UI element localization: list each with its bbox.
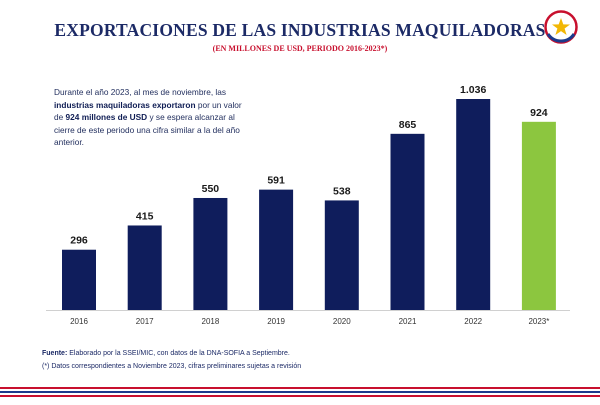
bar-2023* (521, 121, 556, 310)
x-tick-label: 2017 (136, 317, 154, 326)
stripe-gap (0, 389, 600, 391)
data-label: 538 (333, 185, 351, 197)
data-label: 296 (70, 235, 88, 247)
data-label: 591 (267, 175, 285, 187)
bar-2020 (324, 200, 359, 310)
x-tick-label: 2021 (399, 317, 417, 326)
bar-2017 (127, 225, 162, 310)
stripe-red (0, 387, 600, 389)
chart-title: EXPORTACIONES DE LAS INDUSTRIAS MAQUILAD… (54, 20, 546, 40)
bar-2018 (193, 197, 228, 310)
data-label: 924 (530, 107, 548, 119)
bar-2021 (390, 133, 425, 310)
preliminary-note: (*) Datos correspondientes a Noviembre 2… (42, 363, 302, 370)
x-tick-label: 2018 (202, 317, 220, 326)
x-tick-label: 2020 (333, 317, 351, 326)
data-label: 1.036 (460, 84, 486, 96)
data-label: 415 (136, 210, 154, 222)
summary-note: Durante el año 2023, al mes de noviembre… (54, 87, 242, 148)
bar-2022 (456, 99, 491, 310)
source-note: Fuente: Elaborado por la SSEI/MIC, con d… (42, 350, 290, 357)
stripe-red (0, 395, 600, 397)
bar-2016 (62, 249, 96, 310)
stripe-gap (0, 393, 600, 395)
footer-stripes (0, 387, 600, 397)
data-label: 550 (202, 183, 220, 195)
paraguay-star-seal-icon (544, 10, 578, 44)
x-tick-label: 2023* (528, 317, 549, 326)
x-tick-label: 2022 (464, 317, 482, 326)
data-label: 865 (399, 119, 417, 131)
x-tick-label: 2016 (70, 317, 88, 326)
x-tick-label: 2019 (267, 317, 285, 326)
bar-2019 (259, 189, 294, 310)
stripe-blue (0, 391, 600, 393)
chart-subtitle: (EN MILLONES DE USD, PERIODO 2016-2023*) (212, 44, 388, 53)
